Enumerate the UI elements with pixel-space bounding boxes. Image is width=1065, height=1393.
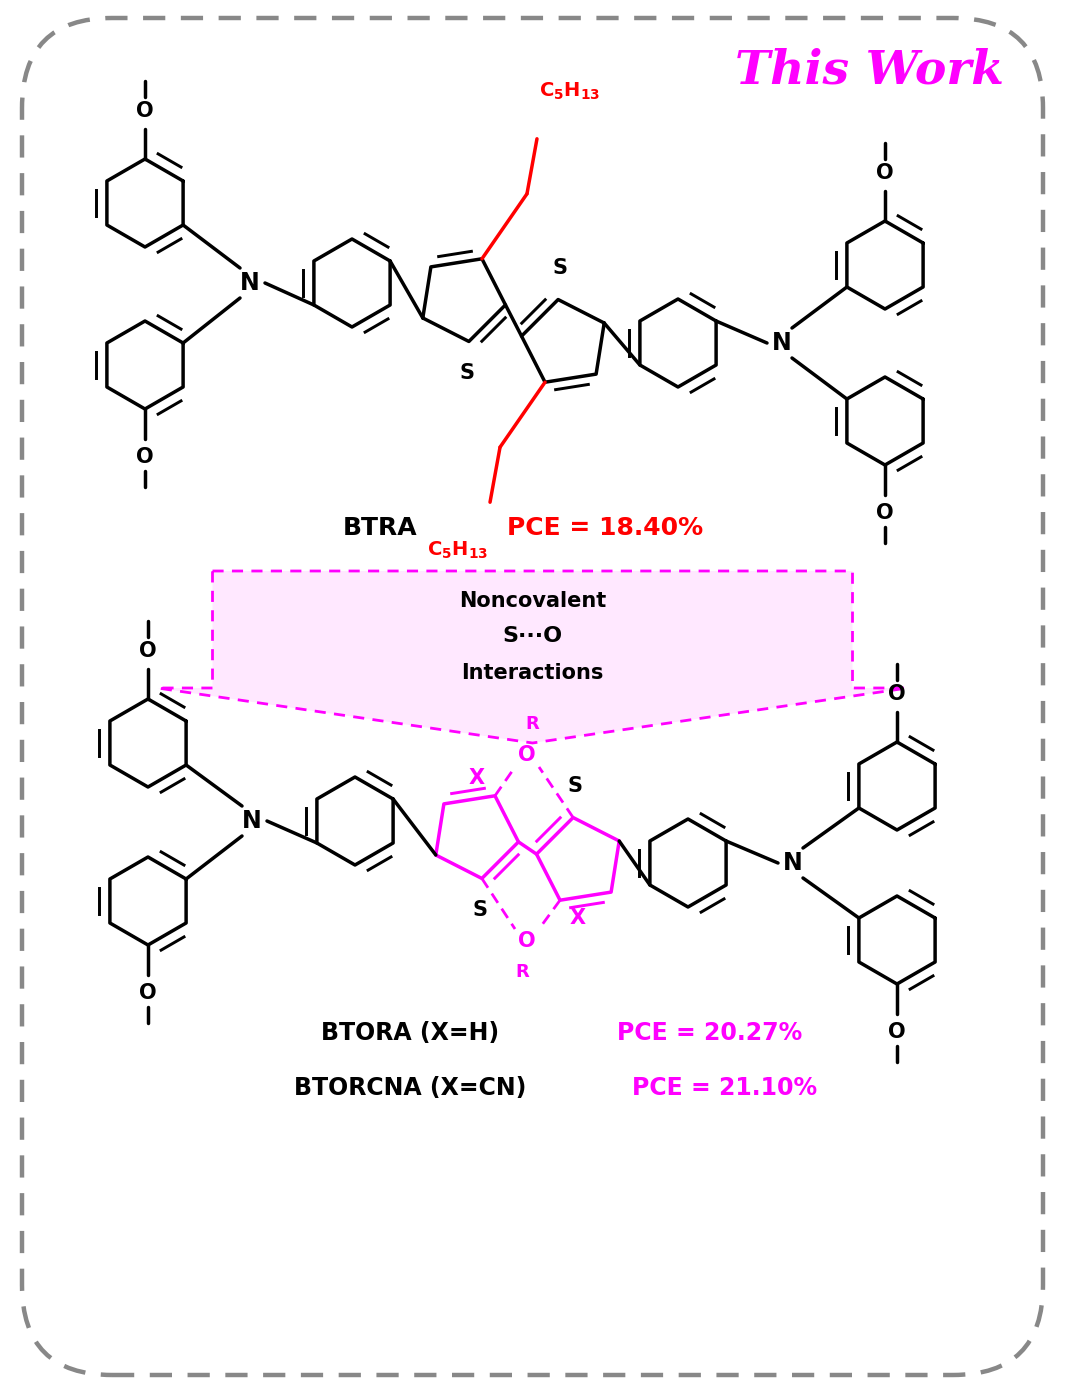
Text: N: N bbox=[242, 809, 262, 833]
Text: R: R bbox=[525, 715, 539, 733]
Text: BTORA (X=H): BTORA (X=H) bbox=[321, 1021, 499, 1045]
Text: BTORCNA (X=CN): BTORCNA (X=CN) bbox=[294, 1075, 526, 1100]
Text: This Work: This Work bbox=[736, 47, 1004, 93]
Text: PCE = 20.27%: PCE = 20.27% bbox=[618, 1021, 803, 1045]
Text: $\mathbf{C_5H_{13}}$: $\mathbf{C_5H_{13}}$ bbox=[539, 81, 600, 102]
Text: S: S bbox=[473, 900, 488, 921]
Text: O: O bbox=[140, 641, 157, 662]
Text: O: O bbox=[140, 983, 157, 1003]
Text: X: X bbox=[469, 768, 485, 788]
Text: BTRA: BTRA bbox=[343, 515, 417, 540]
Text: S: S bbox=[568, 776, 583, 795]
Text: X: X bbox=[570, 908, 586, 928]
Text: R: R bbox=[515, 963, 529, 981]
Text: O: O bbox=[519, 745, 536, 765]
Text: O: O bbox=[519, 931, 536, 951]
Text: N: N bbox=[240, 272, 260, 295]
Text: O: O bbox=[888, 684, 906, 703]
Text: S: S bbox=[553, 258, 568, 277]
Polygon shape bbox=[158, 571, 907, 742]
Text: PCE = 21.10%: PCE = 21.10% bbox=[633, 1075, 818, 1100]
Text: O: O bbox=[136, 447, 153, 467]
Text: S: S bbox=[459, 364, 474, 383]
Text: Noncovalent: Noncovalent bbox=[459, 591, 606, 612]
Text: N: N bbox=[783, 851, 803, 875]
Text: O: O bbox=[876, 163, 894, 182]
Text: $\mathbf{C_5H_{13}}$: $\mathbf{C_5H_{13}}$ bbox=[427, 539, 488, 560]
Text: Interactions: Interactions bbox=[461, 663, 604, 683]
Text: O: O bbox=[136, 102, 153, 121]
Text: S···O: S···O bbox=[503, 625, 562, 646]
FancyBboxPatch shape bbox=[22, 18, 1043, 1375]
Text: N: N bbox=[772, 332, 792, 355]
Text: O: O bbox=[876, 503, 894, 522]
Text: O: O bbox=[888, 1022, 906, 1042]
Text: PCE = 18.40%: PCE = 18.40% bbox=[507, 515, 703, 540]
